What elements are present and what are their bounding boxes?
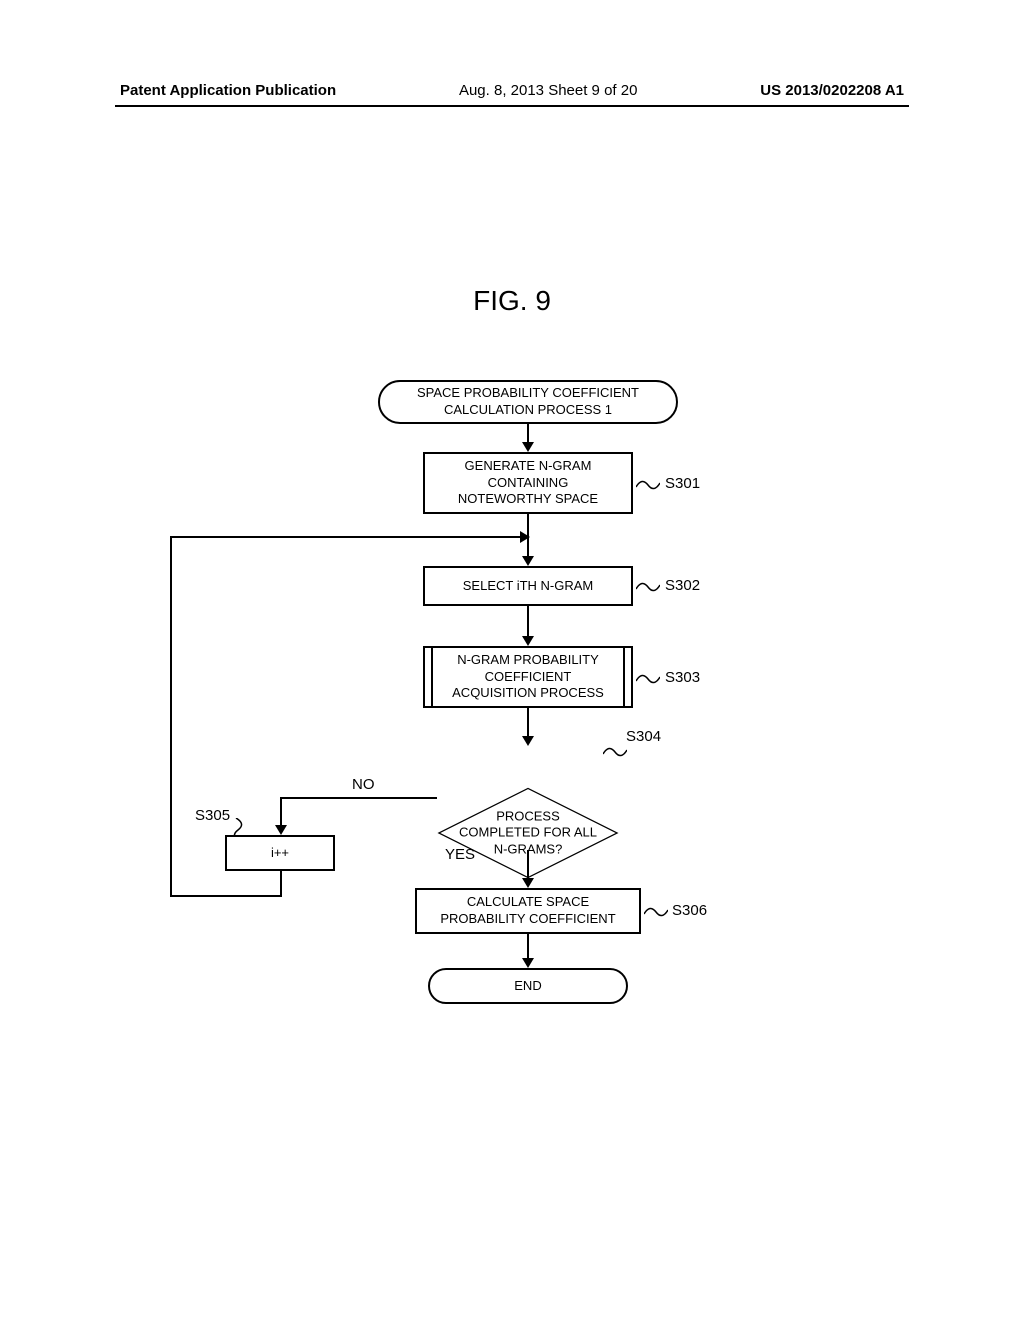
header-divider — [115, 105, 909, 107]
page-header: Patent Application Publication Aug. 8, 2… — [0, 82, 1024, 99]
s302-text: SELECT iTH N-GRAM — [463, 578, 594, 595]
arrowhead-3 — [522, 636, 534, 646]
arrowhead-1 — [522, 442, 534, 452]
step-s302: SELECT iTH N-GRAM — [423, 566, 633, 606]
arrow-loop-v1 — [280, 871, 282, 897]
arrowhead-no — [275, 825, 287, 835]
arrow-4 — [527, 708, 529, 738]
arrow-no-h — [280, 797, 437, 799]
end-text: END — [514, 978, 541, 995]
arrow-3 — [527, 606, 529, 638]
tilde-s303 — [636, 672, 660, 684]
arrowhead-end — [522, 958, 534, 968]
header-center: Aug. 8, 2013 Sheet 9 of 20 — [459, 82, 637, 99]
label-yes: YES — [445, 846, 475, 863]
s303-text: N-GRAM PROBABILITY COEFFICIENT ACQUISITI… — [452, 652, 604, 703]
header-right: US 2013/0202208 A1 — [760, 82, 904, 99]
arrowhead-2 — [522, 556, 534, 566]
tilde-s302 — [636, 580, 660, 592]
arrow-loop-v2 — [170, 536, 172, 897]
arrow-1 — [527, 424, 529, 444]
label-s303: S303 — [665, 669, 700, 686]
label-s304: S304 — [626, 728, 661, 745]
arrow-end — [527, 934, 529, 960]
start-terminator: SPACE PROBABILITY COEFFICIENT CALCULATIO… — [378, 380, 678, 424]
flowchart: SPACE PROBABILITY COEFFICIENT CALCULATIO… — [0, 380, 1024, 442]
s305-text: i++ — [271, 845, 289, 862]
end-terminator: END — [428, 968, 628, 1004]
label-s302: S302 — [665, 577, 700, 594]
arrow-2b — [527, 536, 529, 558]
label-s301: S301 — [665, 475, 700, 492]
figure-title: FIG. 9 — [0, 285, 1024, 317]
label-s306: S306 — [672, 902, 707, 919]
label-s305: S305 — [195, 807, 230, 824]
arrow-yes — [527, 850, 529, 880]
step-s306: CALCULATE SPACE PROBABILITY COEFFICIENT — [415, 888, 641, 934]
arrow-loop-merge — [170, 536, 529, 538]
start-text: SPACE PROBABILITY COEFFICIENT CALCULATIO… — [417, 385, 639, 419]
step-s301: GENERATE N-GRAM CONTAINING NOTEWORTHY SP… — [423, 452, 633, 514]
tilde-s306 — [644, 905, 668, 917]
s306-text: CALCULATE SPACE PROBABILITY COEFFICIENT — [440, 894, 615, 928]
step-s305: i++ — [225, 835, 335, 871]
label-no: NO — [352, 776, 375, 793]
header-left: Patent Application Publication — [120, 82, 336, 99]
s301-text: GENERATE N-GRAM CONTAINING NOTEWORTHY SP… — [458, 458, 598, 509]
step-s303: N-GRAM PROBABILITY COEFFICIENT ACQUISITI… — [423, 646, 633, 708]
arrowhead-yes — [522, 878, 534, 888]
arrow-no-v — [280, 797, 282, 827]
tilde-s301 — [636, 478, 660, 490]
arrow-loop-h1 — [170, 895, 282, 897]
